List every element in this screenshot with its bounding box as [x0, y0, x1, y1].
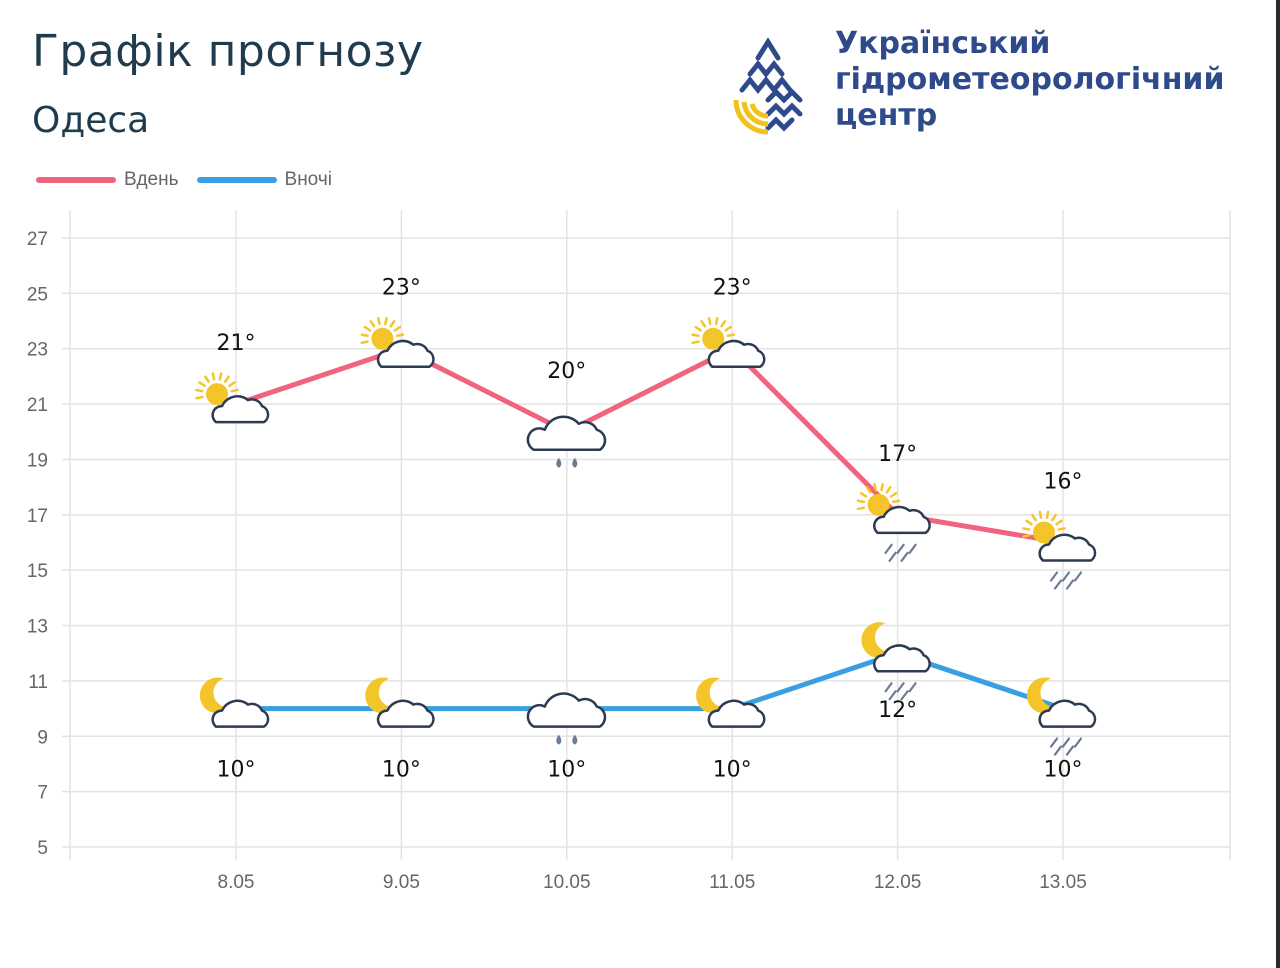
- y-tick-label: 5: [37, 838, 48, 859]
- raindrops-icon: [556, 734, 578, 745]
- legend-item-night[interactable]: Вночі: [196, 169, 332, 191]
- sun-icon: [360, 316, 405, 350]
- rain-streaks-icon: [884, 543, 917, 562]
- org-name: Український гідрометеорологічний центр: [835, 26, 1224, 134]
- y-tick-label: 19: [27, 450, 48, 471]
- partly-cloudy-day-rain-icon: [1022, 510, 1097, 590]
- cloud-icon: [376, 339, 435, 368]
- raindrops-icon: [556, 457, 578, 468]
- cloud-icon: [707, 699, 766, 728]
- moon-icon: [199, 677, 232, 714]
- rain-cloud-icon: [526, 692, 607, 745]
- rain-streaks-icon: [884, 682, 917, 701]
- moon-icon: [861, 622, 894, 659]
- data-label-night: 10°: [713, 758, 752, 783]
- data-label-day: 17°: [878, 442, 917, 467]
- partly-cloudy-night-rain-icon: [1026, 677, 1097, 756]
- y-tick-label: 7: [37, 783, 48, 804]
- cloud-icon: [1038, 533, 1097, 562]
- x-tick-label: 8.05: [218, 872, 255, 893]
- cloud-icon: [1038, 699, 1097, 728]
- partly-cloudy-night-icon: [365, 677, 435, 728]
- chart-grid: [62, 210, 1231, 860]
- sun-icon: [691, 316, 736, 350]
- data-label-day: 20°: [547, 359, 586, 384]
- org-name-line-3: центр: [835, 98, 938, 133]
- y-tick-label: 13: [27, 617, 48, 638]
- sun-icon: [195, 372, 239, 406]
- legend-label-day: Вдень: [124, 169, 179, 190]
- x-tick-label: 13.05: [1039, 872, 1087, 893]
- partly-cloudy-day-icon: [360, 316, 435, 368]
- partly-cloudy-night-icon: [199, 677, 270, 728]
- cloud-icon: [707, 339, 766, 368]
- cloud-icon: [873, 505, 931, 535]
- sun-icon: [856, 482, 901, 516]
- x-tick-label: 11.05: [709, 872, 755, 893]
- water-drop-sun-logo-icon: [733, 32, 803, 136]
- rain-streaks-icon: [1049, 737, 1083, 756]
- y-tick-label: 15: [27, 561, 48, 582]
- x-tick-label: 10.05: [543, 872, 591, 893]
- cloud-icon: [526, 415, 607, 452]
- right-edge-divider: [1276, 0, 1280, 968]
- data-label-day: 16°: [1044, 470, 1083, 495]
- page-title: Графік прогнозу: [32, 26, 424, 77]
- rain-streaks-icon: [1049, 571, 1083, 590]
- legend-item-day[interactable]: Вдень: [36, 169, 179, 191]
- org-name-line-1: Український: [835, 26, 1051, 61]
- partly-cloudy-day-icon: [195, 372, 270, 424]
- cloud-icon: [211, 699, 270, 728]
- moon-icon: [696, 677, 729, 714]
- cloud-icon: [376, 699, 435, 728]
- y-tick-label: 25: [27, 284, 48, 305]
- data-label-night: 10°: [217, 758, 256, 783]
- x-tick-label: 9.05: [383, 872, 420, 893]
- partly-cloudy-night-rain-icon: [861, 622, 931, 701]
- rain-cloud-icon: [526, 415, 607, 468]
- partly-cloudy-day-icon: [691, 316, 766, 368]
- y-tick-label: 27: [27, 229, 48, 250]
- series-line-day: [233, 346, 1066, 545]
- partly-cloudy-day-rain-icon: [856, 482, 931, 562]
- chart-legend: Вдень Вночі: [36, 168, 350, 192]
- data-label-day: 23°: [382, 276, 421, 301]
- legend-swatch-night: [196, 177, 277, 183]
- y-tick-label: 17: [27, 506, 48, 527]
- y-tick-label: 21: [27, 395, 48, 416]
- x-tick-label: 12.05: [874, 872, 922, 893]
- data-label-night: 10°: [547, 758, 586, 783]
- data-label-night: 12°: [878, 698, 917, 723]
- partly-cloudy-night-icon: [696, 677, 766, 728]
- data-label-day: 21°: [217, 331, 256, 356]
- org-name-line-2: гідрометеорологічний: [835, 62, 1225, 97]
- legend-label-night: Вночі: [284, 169, 332, 190]
- cloud-icon: [211, 395, 270, 424]
- sun-icon: [1022, 510, 1066, 544]
- y-tick-label: 11: [28, 672, 48, 693]
- moon-icon: [365, 677, 398, 714]
- cloud-icon: [873, 644, 931, 673]
- data-label-day: 23°: [713, 276, 752, 301]
- cloud-icon: [526, 692, 607, 728]
- data-label-night: 10°: [382, 758, 421, 783]
- moon-icon: [1026, 677, 1059, 714]
- y-tick-label: 23: [27, 340, 48, 361]
- forecast-chart: 5 7 9 11 13 15 17 19 21 23 25 27 8.05 9.05 10.05 11.05 1…: [27, 210, 1231, 893]
- y-tick-label: 9: [37, 727, 48, 748]
- city-name: Одеса: [32, 100, 150, 141]
- legend-swatch-day: [36, 177, 116, 183]
- data-label-night: 10°: [1044, 758, 1083, 783]
